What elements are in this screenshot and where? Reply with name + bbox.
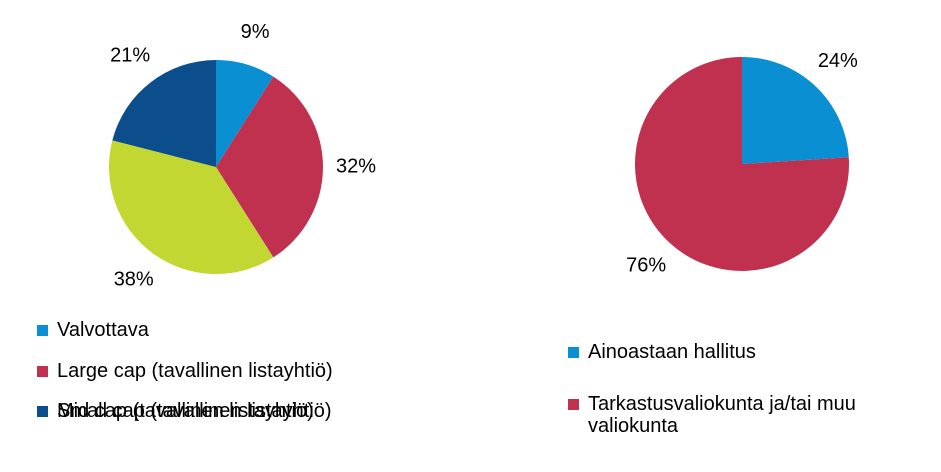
legend-label: Small cap (tavallinen listayhtiö) bbox=[57, 400, 332, 422]
pie-slice bbox=[216, 76, 323, 258]
legend-swatch bbox=[37, 325, 48, 336]
pie-slice bbox=[635, 57, 849, 272]
legend-label: Ainoastaan hallitus bbox=[588, 341, 756, 363]
legend-item: Valvottava bbox=[37, 319, 333, 341]
pie-slice bbox=[216, 60, 274, 167]
legend-swatch bbox=[568, 347, 579, 358]
pie-slice bbox=[112, 60, 216, 167]
legend-item: Tarkastusvaliokunta ja/tai muu valiokunt… bbox=[568, 393, 928, 437]
legend-label: Large cap (tavallinen listayhtiö) bbox=[57, 360, 333, 382]
legend-label: Mid cap (tavallinen listayhtiö) bbox=[57, 400, 314, 422]
pie-slice bbox=[742, 57, 849, 164]
data-label: 9% bbox=[241, 21, 270, 43]
legend-item: Ainoastaan hallitus bbox=[568, 341, 928, 363]
data-label: 32% bbox=[336, 155, 376, 177]
legend-item: Large cap (tavallinen listayhtiö) bbox=[37, 360, 333, 382]
legend: Valvottava Large cap (tavallinen listayht… bbox=[37, 319, 333, 422]
data-label: 76% bbox=[626, 254, 666, 276]
data-label: 21% bbox=[110, 45, 150, 67]
legend-swatch bbox=[568, 399, 579, 410]
data-label: 38% bbox=[114, 269, 154, 291]
legend-item: Small cap (tavallinen listayhtiö) bbox=[37, 400, 333, 422]
legend: Ainoastaan hallitus Tarkastusvaliokunta j… bbox=[568, 341, 928, 467]
pie-slice bbox=[109, 140, 274, 274]
legend-swatch bbox=[37, 366, 48, 377]
legend-label: Tarkastusvaliokunta ja/tai muu valiokunt… bbox=[588, 393, 856, 437]
data-label: 24% bbox=[818, 50, 858, 72]
legend-label: Valvottava bbox=[57, 319, 149, 341]
legend-swatch bbox=[37, 406, 48, 417]
